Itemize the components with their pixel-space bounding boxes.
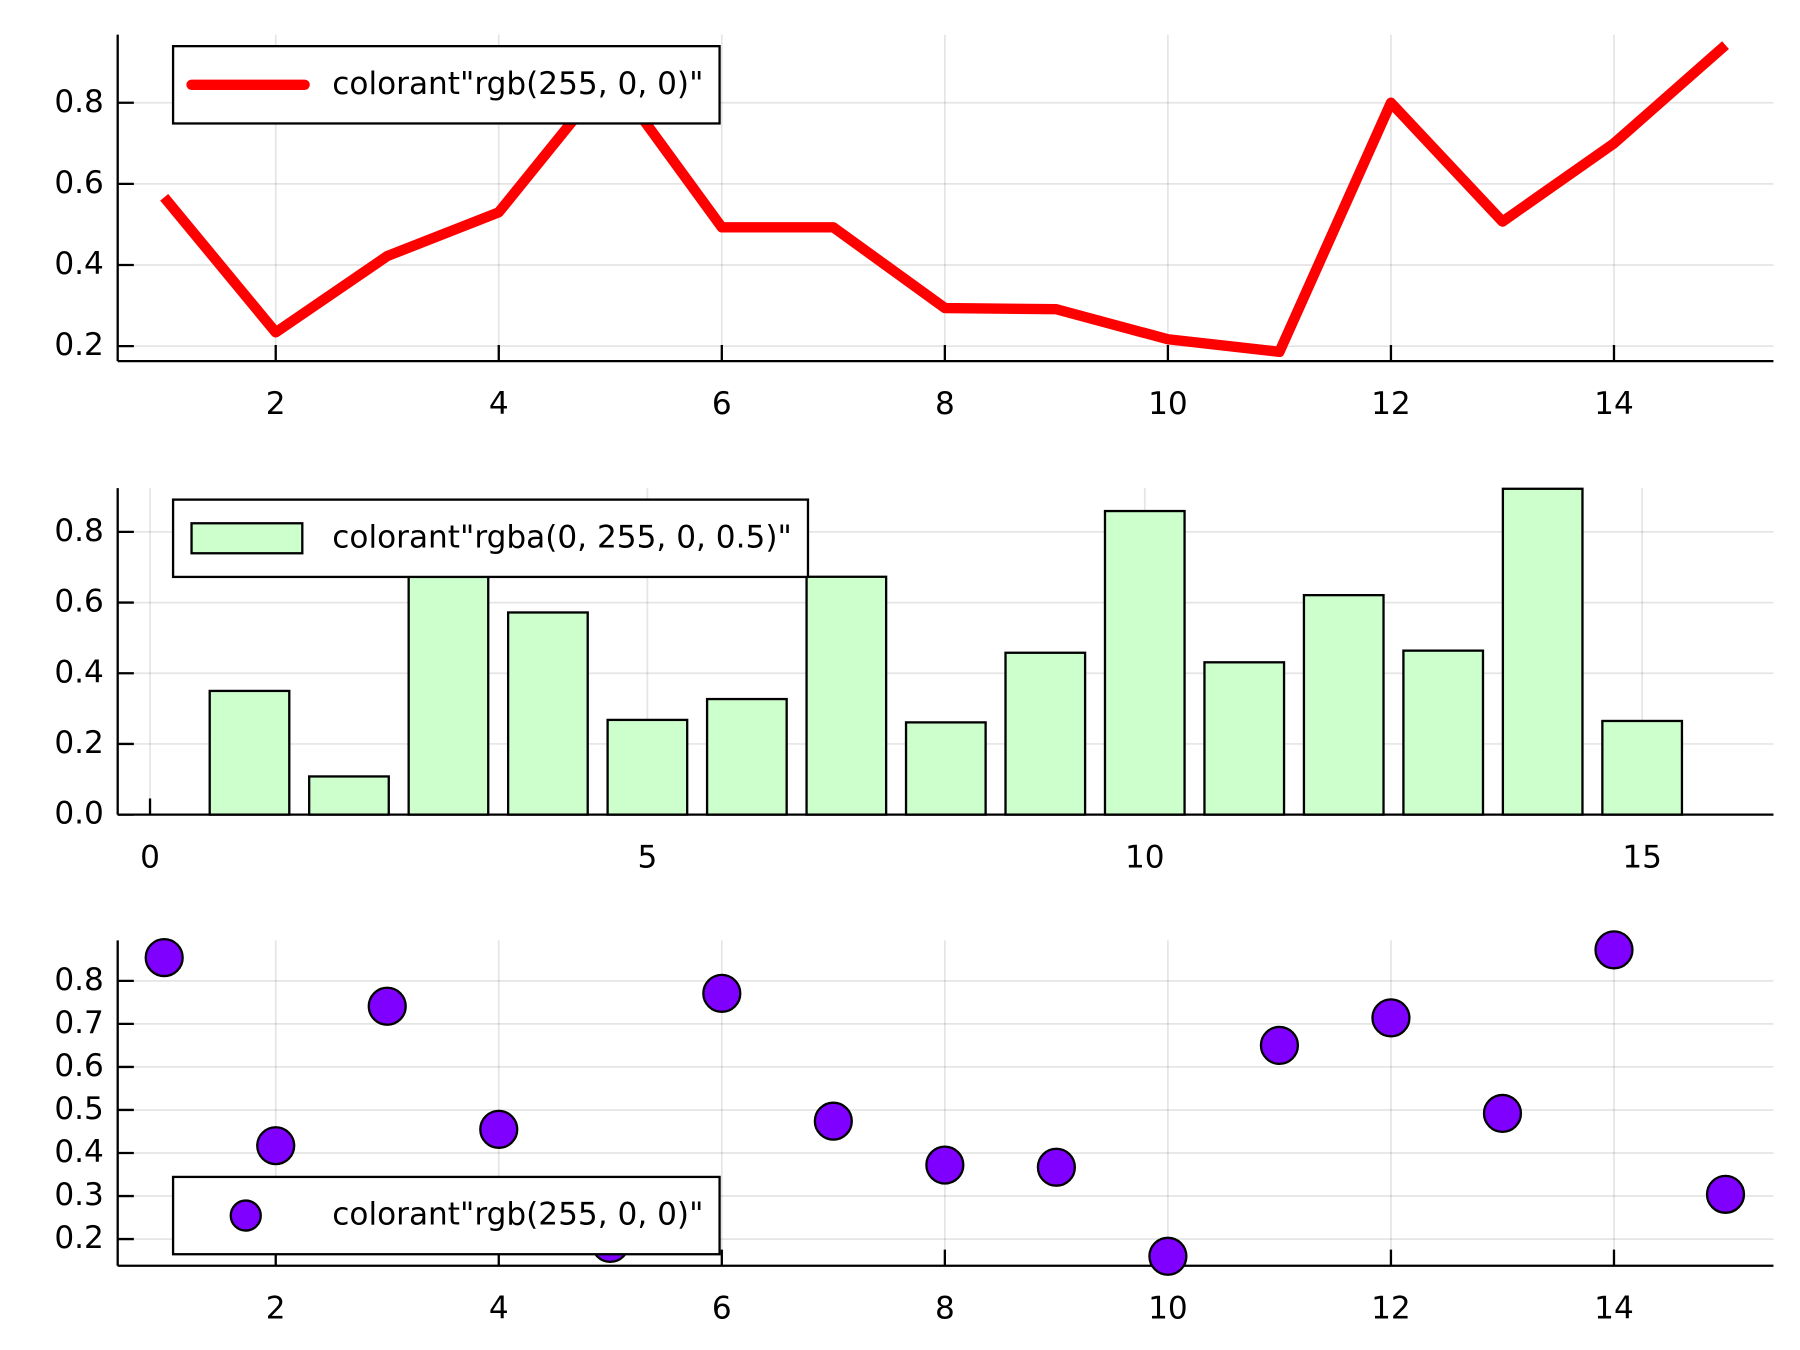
y-tick-label: 0.5 — [54, 1091, 104, 1127]
x-tick-label: 14 — [1594, 386, 1634, 422]
y-tick-label: 0.4 — [54, 654, 104, 690]
y-tick-label: 0.0 — [54, 796, 104, 832]
bar — [506, 611, 589, 816]
bar — [904, 721, 987, 816]
x-tick-label: 6 — [712, 1291, 732, 1327]
point — [144, 937, 184, 978]
bar — [308, 775, 390, 816]
y-tick-label: 0.2 — [54, 725, 104, 761]
x-tick-label: 2 — [266, 1291, 286, 1327]
x-tick-label: 10 — [1125, 839, 1165, 875]
subplot: 2 4 6 8 10 12 14 0.2 0.4 0.6 0.8 colorant"rgb(255, … — [54, 34, 1774, 422]
bar — [208, 689, 291, 816]
x-tick-label: 10 — [1148, 1291, 1188, 1327]
legend-label: colorant"rgba(0, 255, 0, 0.5)" — [332, 519, 792, 555]
bar — [1601, 719, 1684, 816]
point — [925, 1145, 965, 1185]
point — [813, 1101, 853, 1141]
y-tick-label: 0.7 — [54, 1005, 104, 1041]
x-tick-label: 12 — [1371, 1291, 1411, 1327]
x-tick-label: 5 — [637, 839, 657, 875]
legend: colorant"rgb(255, 0, 0)" — [171, 45, 721, 125]
point — [1036, 1147, 1076, 1187]
y-tick-label: 0.6 — [54, 165, 104, 201]
x-tick-label: 8 — [935, 386, 955, 422]
legend-label: colorant"rgb(255, 0, 0)" — [332, 66, 703, 102]
y-tick-label: 0.8 — [54, 962, 104, 998]
bar — [1004, 651, 1087, 816]
x-tick-label: 10 — [1148, 386, 1188, 422]
bar — [1501, 487, 1584, 816]
bar — [1103, 509, 1186, 816]
point — [1148, 1236, 1188, 1276]
point — [479, 1109, 519, 1149]
y-tick-label: 0.4 — [54, 1134, 104, 1170]
y-tick-label: 0.2 — [54, 327, 104, 363]
bar — [1203, 661, 1286, 816]
legend: colorant"rgb(255, 0, 0)" — [171, 1175, 721, 1256]
y-tick-label: 0.6 — [54, 584, 104, 620]
x-tick-label: 8 — [935, 1291, 955, 1327]
x-tick-label: 15 — [1622, 839, 1662, 875]
bar — [407, 559, 490, 816]
legend-swatch — [229, 1199, 262, 1232]
x-tick-label: 14 — [1594, 1291, 1634, 1327]
point — [1371, 998, 1411, 1038]
x-tick-label: 0 — [140, 839, 160, 875]
y-tick-label: 0.3 — [54, 1177, 104, 1213]
point — [1705, 1174, 1746, 1214]
y-tick-label: 0.4 — [54, 246, 104, 282]
y-tick-label: 0.6 — [54, 1048, 104, 1084]
subplot: 2 4 6 8 10 12 14 0.2 0.3 0.4 0.5 0.6 0.7 0.8 colorant"… — [54, 930, 1774, 1327]
legend-label: colorant"rgb(255, 0, 0)" — [332, 1197, 703, 1233]
point — [1482, 1093, 1523, 1134]
point — [1259, 1025, 1300, 1066]
subplot: 0 5 10 15 0.0 0.2 0.4 0.6 0.8 colorant"rgba(0, 25… — [54, 487, 1774, 875]
bar — [606, 718, 689, 816]
y-tick-label: 0.2 — [54, 1220, 104, 1256]
x-tick-label: 4 — [489, 1291, 509, 1327]
y-tick-label: 0.8 — [54, 513, 104, 549]
legend-swatch — [190, 522, 304, 555]
bar — [805, 575, 888, 816]
point — [367, 986, 407, 1026]
point — [1594, 930, 1634, 970]
legend-box — [171, 1175, 721, 1256]
bar — [1402, 649, 1485, 816]
x-tick-label: 2 — [266, 386, 286, 422]
legend: colorant"rgba(0, 255, 0, 0.5)" — [171, 498, 810, 579]
x-tick-label: 6 — [712, 386, 732, 422]
bar — [1302, 594, 1385, 816]
point — [702, 973, 742, 1013]
x-tick-label: 4 — [489, 386, 509, 422]
line-series — [160, 41, 1729, 358]
y-tick-label: 0.8 — [54, 84, 104, 120]
point — [256, 1126, 296, 1166]
x-tick-label: 12 — [1371, 386, 1411, 422]
bar — [705, 697, 788, 816]
